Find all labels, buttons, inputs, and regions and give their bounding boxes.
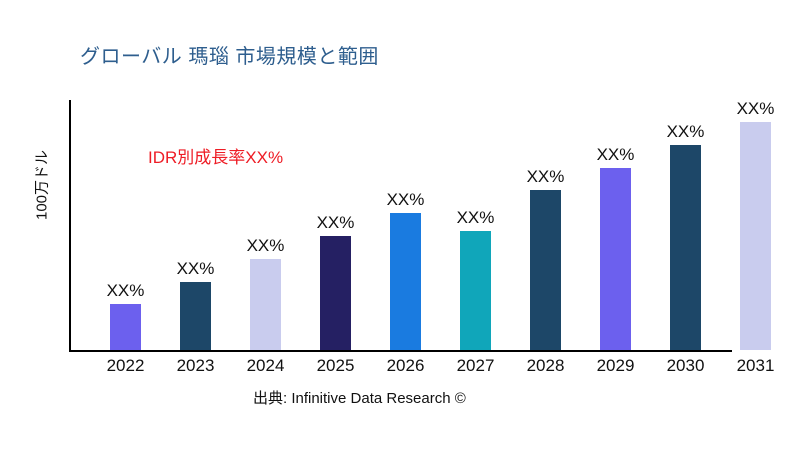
x-tick-2022: 2022 [106,356,145,375]
source-caption: 出典: Infinitive Data Research © [253,390,466,407]
bar-2027 [460,231,491,350]
bar-value-label-2023: XX% [176,259,215,278]
chart-title: グローバル 瑪瑙 市場規模と範囲 [80,46,379,68]
bar-2030 [670,145,701,350]
bar-value-label-2027: XX% [456,208,495,227]
x-tick-2030: 2030 [666,356,705,375]
x-tick-2029: 2029 [596,356,635,375]
bar-2026 [390,213,421,350]
x-tick-2028: 2028 [526,356,565,375]
x-tick-2026: 2026 [386,356,425,375]
bar-2023 [180,282,211,350]
bar-2022 [110,304,141,350]
x-axis-line [69,350,732,352]
bar-value-label-2022: XX% [106,281,145,300]
bar-value-label-2028: XX% [526,167,565,186]
y-axis-line [69,100,71,352]
x-tick-2025: 2025 [316,356,355,375]
bar-2029 [600,168,631,350]
bar-2028 [530,190,561,350]
x-tick-2024: 2024 [246,356,285,375]
bar-2025 [320,236,351,350]
bar-value-label-2024: XX% [246,236,285,255]
bar-value-label-2029: XX% [596,145,635,164]
growth-rate-annotation: IDR別成長率XX% [148,148,284,167]
bar-value-label-2025: XX% [316,213,355,232]
bar-value-label-2031: XX% [736,99,775,118]
bar-value-label-2030: XX% [666,122,705,141]
x-tick-2027: 2027 [456,356,495,375]
bar-value-label-2026: XX% [386,190,425,209]
y-axis-label: 100万ドル [33,149,51,221]
x-tick-2031: 2031 [736,356,775,375]
x-tick-2023: 2023 [176,356,215,375]
bar-2031 [740,122,771,350]
bar-2024 [250,259,281,350]
